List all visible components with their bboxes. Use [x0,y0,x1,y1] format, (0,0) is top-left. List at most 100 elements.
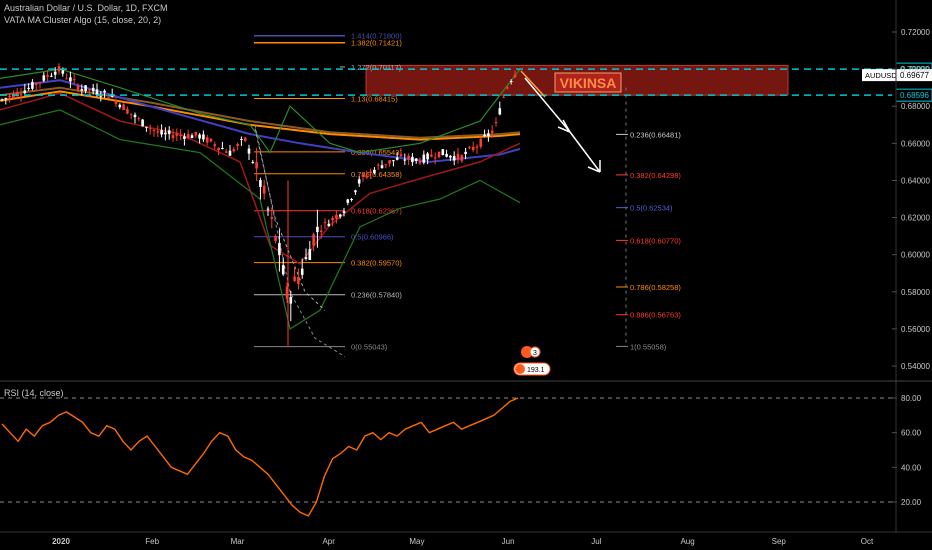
candle-body [23,90,27,94]
price-tick-label: 0.72000 [901,28,930,37]
fib-level-label: 1.272(0.70117) [351,63,402,72]
candle-body [38,82,42,84]
ma-cluster-line [0,79,521,163]
candle-body [69,77,72,82]
time-tick-label: May [409,537,424,546]
candle-body [61,70,65,74]
candle-body [160,130,163,135]
ma-cluster-line [0,68,521,154]
ma-cluster-line [0,86,521,139]
fibonacci-levels: 1.414(0.71800)1.382(0.71421) 1.272(0.7011… [254,32,681,352]
candle-body [164,132,167,135]
ma-cluster-line [0,90,521,141]
candle-body [0,99,4,101]
pending-badge-icon [515,364,525,374]
candle-body [31,82,34,89]
candle-body [433,157,437,159]
symbol-title[interactable]: Australian Dollar / U.S. Dollar, 1D, FXC… [4,3,168,13]
time-tick-label: 2020 [52,537,70,546]
candle-body [255,161,258,169]
price-tick-label: 0.64000 [901,176,930,185]
candle-body [471,146,475,151]
candle-body [487,133,490,137]
price-tick-label: 0.60000 [901,251,930,260]
candle-body [175,133,179,136]
candle-body [308,249,312,260]
price-tick-label: 0.58000 [901,288,930,297]
price-tick-label: 0.56000 [901,325,930,334]
candle-body [152,129,156,131]
candle-body [342,211,346,213]
fib-projection-label: 0.382(0.64298) [630,171,681,180]
candle-body [12,93,15,99]
candle-body [494,121,498,123]
candle-body [133,114,137,118]
candle-body [118,104,122,108]
candle-body [4,98,8,100]
candle-body [464,151,467,154]
rsi-title[interactable]: RSI (14, close) [4,388,64,398]
candle-body [19,94,23,96]
fib-level-label: 0.382(0.59570) [351,259,402,268]
candle-body [50,75,53,77]
candle-body [316,226,319,233]
candle-body [99,95,103,97]
candle-body [95,89,99,96]
price-tick-label: 0.66000 [901,139,930,148]
candle-body [217,147,220,151]
indicator-title[interactable]: VATA MA Cluster Algo (15, close, 20, 2) [4,15,162,25]
candle-body [34,83,38,85]
candle-body [502,96,505,98]
rsi-tick-label: 20.00 [901,498,922,507]
price-tick-label: 0.68000 [901,102,930,111]
candle-body [171,135,175,139]
candle-body [262,185,266,194]
candle-body [403,159,407,161]
candle-body [141,119,144,127]
candle-body [312,234,315,246]
candle-body [240,138,243,140]
candle-body [445,153,448,157]
fib-projection-label: 0.5(0.62534) [630,204,673,213]
time-tick-label: Mar [231,537,245,546]
candle-body [224,151,228,153]
fib-projection-label: 1(0.55058) [630,342,667,351]
candle-body [114,100,118,105]
candle-body [202,134,205,140]
candle-body [129,113,133,115]
candle-body [490,130,494,133]
candle-body [354,190,357,193]
candle-body [65,78,68,80]
candle-body [266,208,270,210]
candle-body [304,257,308,259]
rsi-tick-label: 40.00 [901,463,922,472]
candle-body [468,147,471,149]
fib-level-label: 0.886(0.65543) [351,148,402,157]
candle-body [156,131,160,133]
zone-label-box [554,72,622,93]
candles [0,63,517,346]
ma-cluster-line [254,124,346,358]
earnings-badge [521,346,533,358]
candle-body [479,138,483,147]
candle-body [236,144,239,147]
candle-body [388,160,391,164]
candle-body [259,180,262,187]
candle-body [460,155,464,161]
event-badges[interactable]: 3 193.1 [513,346,551,376]
fib-projection-label: 0.236(0.66481) [630,130,681,139]
candle-body [441,149,445,156]
fib-level-label: 0.618(0.62367) [351,207,402,216]
candle-body [103,90,106,93]
time-tick-label: Feb [145,537,159,546]
candle-body [483,134,486,137]
earnings-badge-count: 3 [533,350,537,357]
candle-body [145,126,148,128]
candle-body [513,75,517,78]
candle-body [213,144,217,147]
candle-body [373,169,376,174]
candle-body [15,91,19,97]
